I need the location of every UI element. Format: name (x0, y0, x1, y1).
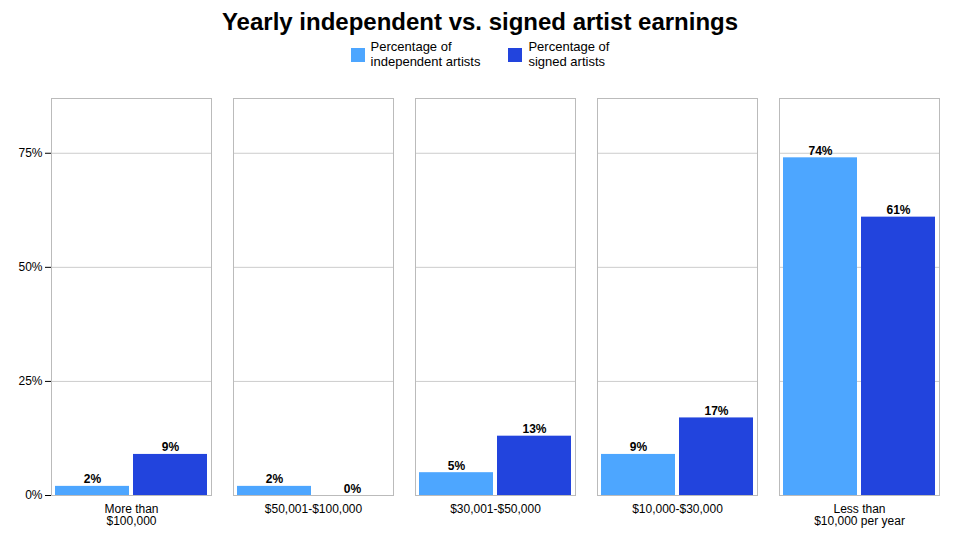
svg-text:75%: 75% (18, 146, 42, 160)
svg-text:9%: 9% (162, 440, 180, 454)
svg-text:5%: 5% (448, 459, 466, 473)
svg-text:74%: 74% (808, 144, 832, 158)
html-text:Percentage of independent arti: Percentage of independent artists (370, 39, 481, 69)
svg-text:More than$100,000: More than$100,000 (104, 502, 158, 528)
svg-text:2%: 2% (84, 472, 102, 486)
svg-text:61%: 61% (886, 203, 910, 217)
svg-text:Less than$10,000 per year: Less than$10,000 per year (814, 502, 905, 528)
svg-text:$50,001-$100,000: $50,001-$100,000 (265, 502, 363, 516)
svg-text:13%: 13% (522, 422, 546, 436)
html-text:Percentage of signed artists: Percentage of signed artists (528, 39, 610, 69)
svg-text:9%: 9% (630, 440, 648, 454)
svg-text:2%: 2% (266, 472, 284, 486)
svg-text:50%: 50% (18, 260, 42, 274)
html-text:Yearly independent vs. signed: Yearly independent vs. signed artist ear… (221, 8, 739, 35)
svg-text:17%: 17% (704, 404, 728, 418)
svg-text:0%: 0% (25, 488, 43, 502)
svg-text:$30,001-$50,000: $30,001-$50,000 (450, 502, 541, 516)
svg-text:0%: 0% (344, 481, 362, 495)
svg-text:$10,000-$30,000: $10,000-$30,000 (632, 502, 723, 516)
svg-text:25%: 25% (18, 374, 42, 388)
